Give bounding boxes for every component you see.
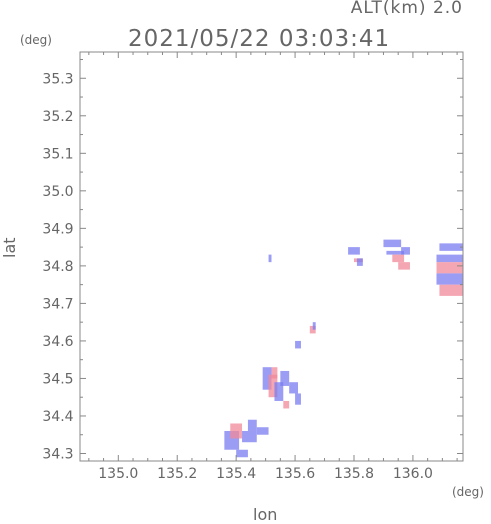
echo-cell-receding <box>398 262 410 270</box>
echo-cell-receding <box>268 374 278 398</box>
echo-cell-approaching <box>274 382 284 401</box>
y-tick-label: 34.6 <box>42 334 73 350</box>
echo-cell-approaching <box>436 273 463 285</box>
y-tick-label: 34.8 <box>42 259 73 275</box>
echo-cell-approaching <box>401 247 410 255</box>
echo-cell-receding <box>392 254 405 263</box>
echo-cell-approaching <box>295 340 301 349</box>
x-tick-label: 136.0 <box>393 466 433 482</box>
echo-cell-approaching <box>386 250 405 255</box>
x-tick-label: 135.4 <box>216 466 256 482</box>
echo-cell-approaching <box>439 243 463 251</box>
echo-cell-receding <box>271 367 278 379</box>
echo-cell-approaching <box>242 430 257 443</box>
y-tick-label: 35.0 <box>42 184 73 200</box>
echo-cell-approaching <box>280 370 290 386</box>
echo-cell-receding <box>230 423 243 439</box>
x-axis-label: lon <box>253 505 278 524</box>
x-tick-label: 135.6 <box>275 466 315 482</box>
echo-cell-approaching <box>383 239 402 248</box>
y-tick-label: 34.4 <box>42 409 73 425</box>
y-tick-label: 34.5 <box>42 371 73 387</box>
chart-title-timestamp: 2021/05/22 03:03:41 <box>128 26 391 52</box>
echo-cell-approaching <box>348 247 360 255</box>
echo-cell-receding <box>439 284 463 296</box>
altitude-label: ALT(km) 2.0 <box>350 0 463 18</box>
y-tick-label: 35.3 <box>42 71 73 87</box>
plot-frame <box>79 51 464 462</box>
y-tick-label: 34.3 <box>42 446 73 462</box>
echo-cell-receding <box>283 400 290 409</box>
x-axis-unit: (deg) <box>452 485 484 499</box>
echo-cell-approaching <box>356 258 363 266</box>
y-tick-label: 34.7 <box>42 296 73 312</box>
echo-cell-approaching <box>295 393 301 405</box>
y-axis-unit: (deg) <box>20 33 52 47</box>
doppler-cells <box>224 239 463 458</box>
echo-cell-approaching <box>247 419 257 431</box>
y-tick-label: 35.2 <box>42 109 73 125</box>
echo-cell-receding <box>436 262 463 274</box>
echo-cell-approaching <box>289 382 299 394</box>
x-tick-label: 135.8 <box>334 466 374 482</box>
echo-cell-approaching <box>262 367 272 390</box>
x-tick-label: 135.2 <box>157 466 197 482</box>
y-tick-label: 35.1 <box>42 146 73 162</box>
x-axis-ticks: 135.0 135.2 135.4 135.6 135.8 136.0 <box>88 52 458 482</box>
y-tick-label: 34.9 <box>42 221 73 237</box>
echo-cell-approaching <box>268 254 272 263</box>
echo-cell-approaching <box>436 254 463 263</box>
echo-cell-approaching <box>312 322 316 330</box>
echo-cell-approaching <box>256 427 269 435</box>
x-tick-label: 135.0 <box>98 466 138 482</box>
echo-cell-approaching <box>236 449 248 458</box>
y-axis-ticks: 34.3 34.4 34.5 34.6 34.7 34.8 34.9 35.0 35.1 35.2… <box>42 59 463 462</box>
